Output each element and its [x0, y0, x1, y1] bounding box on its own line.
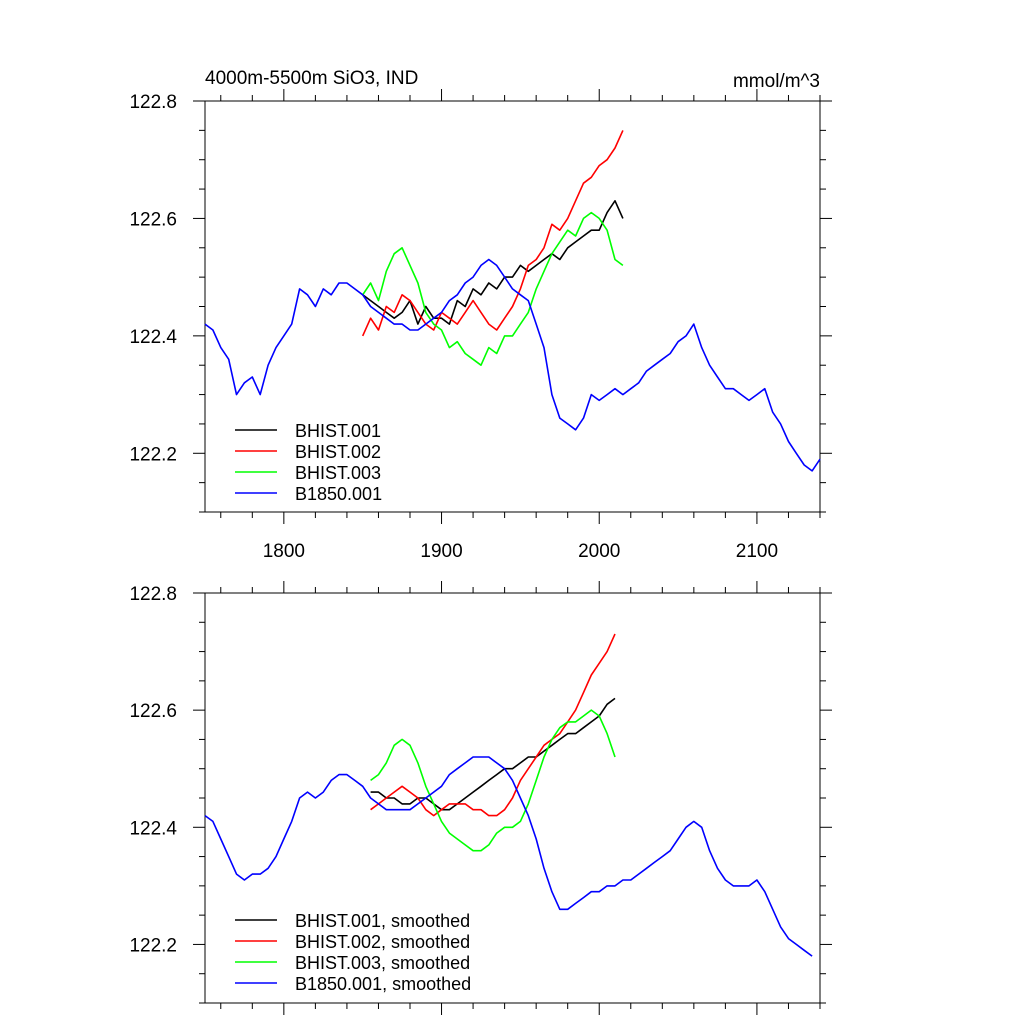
legend-label: B1850.001 — [295, 484, 382, 504]
plot-title-left: 4000m-5500m SiO3, IND — [205, 68, 418, 89]
plot-title-right: mmol/m^3 — [733, 71, 820, 92]
top-panel: 1800 1900 2000 2100 122.2 122.4 122.6 122.8 BHIS… — [129, 89, 832, 562]
legend-label: BHIST.003, smoothed — [295, 953, 470, 973]
series-line-1 — [370, 697, 616, 811]
series-line-4 — [204, 756, 813, 957]
series-line-2 — [361, 130, 624, 337]
legend-label: BHIST.002, smoothed — [295, 932, 470, 952]
series-line-1 — [362, 200, 624, 325]
y-tick-label: 122.8 — [129, 92, 177, 113]
legend-label: BHIST.003 — [295, 463, 381, 483]
y-tick-label: 122.6 — [129, 209, 177, 230]
series-line-4 — [204, 258, 821, 472]
y-tick-label: 122.6 — [129, 701, 177, 722]
x-tick-label: 2000 — [578, 541, 620, 562]
series-line-3 — [362, 211, 624, 366]
y-tick-label: 122.4 — [129, 327, 177, 348]
y-tick-label: 122.8 — [129, 584, 177, 605]
x-tick-label: 1800 — [263, 541, 305, 562]
y-tick-label: 122.2 — [129, 444, 177, 465]
series-line-3 — [370, 709, 616, 852]
legend-label: BHIST.001 — [295, 421, 381, 441]
y-tick-label: 122.2 — [129, 935, 177, 956]
series-line-2 — [370, 633, 616, 817]
y-tick-label: 122.4 — [129, 818, 177, 839]
legend-label: B1850.001, smoothed — [295, 974, 471, 994]
legend-label: BHIST.002 — [295, 442, 381, 462]
x-tick-label: 2100 — [736, 541, 778, 562]
legend-label: BHIST.001, smoothed — [295, 911, 470, 931]
x-tick-label: 1900 — [420, 541, 462, 562]
